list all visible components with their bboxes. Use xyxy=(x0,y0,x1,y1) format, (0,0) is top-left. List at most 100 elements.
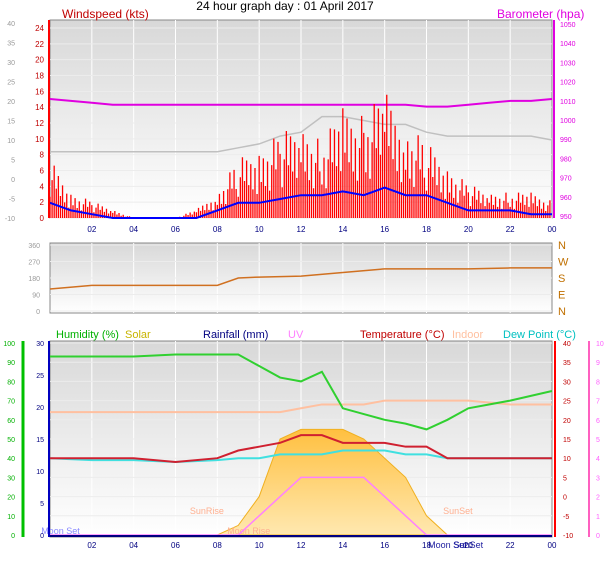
baro-tick: 1050 xyxy=(560,22,576,29)
uv-tick: 8 xyxy=(596,379,600,386)
rain-tick: 5 xyxy=(40,501,44,508)
wind-x-tick: 04 xyxy=(129,225,138,234)
humidity-tick: 40 xyxy=(7,456,15,463)
dir-left-tick: 180 xyxy=(28,276,40,283)
humidity-tick: 90 xyxy=(7,360,15,367)
wind-left-tick: 2 xyxy=(40,198,45,207)
wind-outer-tick: 25 xyxy=(7,80,15,87)
multi-ticks: 1009080706050403020100302520151050403530… xyxy=(3,341,604,550)
multi-x-tick: 16 xyxy=(380,541,389,550)
wind-left-tick: 12 xyxy=(35,119,44,128)
humidity-tick: 60 xyxy=(7,418,15,425)
multi-legend-label: Indoor xyxy=(452,329,484,341)
dir-left-tick: 90 xyxy=(32,293,40,300)
multi-x-tick: 02 xyxy=(87,541,96,550)
dir-right-tick: N xyxy=(558,306,566,318)
humidity-tick: 30 xyxy=(7,475,15,482)
sun-moon-annotation: Moon Set xyxy=(41,526,80,536)
wind-outer-tick: 35 xyxy=(7,41,15,48)
direction-grid xyxy=(50,243,552,313)
wind-x-tick: 02 xyxy=(87,225,96,234)
multi-legend-label: Temperature (°C) xyxy=(360,329,444,341)
uv-tick: 10 xyxy=(596,341,604,348)
wind-ticks: 2422201816141210864204035302520151050-5-… xyxy=(5,20,576,234)
wind-left-tick: 16 xyxy=(35,87,44,96)
wind-left-tick: 8 xyxy=(40,151,45,160)
temperature-tick: 35 xyxy=(563,360,571,367)
humidity-tick: 20 xyxy=(7,495,15,502)
temperature-tick: 30 xyxy=(563,379,571,386)
uv-tick: 9 xyxy=(596,360,600,367)
baro-tick: 980 xyxy=(560,156,572,163)
baro-tick: 950 xyxy=(560,214,572,221)
multi-legend-label: Humidity (%) xyxy=(56,329,119,341)
dir-right-tick: W xyxy=(558,257,569,269)
dir-right-tick: E xyxy=(558,290,565,302)
wind-outer-tick: 5 xyxy=(11,158,15,165)
rain-tick: 20 xyxy=(36,405,44,412)
temperature-tick: 0 xyxy=(563,495,567,502)
baro-tick: 990 xyxy=(560,137,572,144)
sun-moon-annotation: SunSet xyxy=(443,506,473,516)
uv-tick: 3 xyxy=(596,475,600,482)
humidity-tick: 10 xyxy=(7,514,15,521)
temperature-tick: 25 xyxy=(563,399,571,406)
rain-tick: 0 xyxy=(40,533,44,540)
indoor-temperature-line xyxy=(50,399,552,414)
temperature-tick: 40 xyxy=(563,341,571,348)
sun-moon-annotation: SunRise xyxy=(190,506,224,516)
multi-legend-label: UV xyxy=(288,329,304,341)
wind-outer-tick: 20 xyxy=(7,99,15,106)
baro-tick: 1000 xyxy=(560,118,576,125)
dir-right-tick: S xyxy=(558,273,565,285)
rain-tick: 15 xyxy=(36,437,44,444)
uv-tick: 2 xyxy=(596,495,600,502)
wind-left-tick: 10 xyxy=(35,135,44,144)
wind-x-tick: 16 xyxy=(380,225,389,234)
barometer-label: Barometer (hpa) xyxy=(497,7,584,21)
wind-outer-tick: 10 xyxy=(7,138,15,145)
temperature-line xyxy=(50,434,552,464)
multi-legend-label: Rainfall (mm) xyxy=(203,329,268,341)
rain-tick: 25 xyxy=(36,373,44,380)
direction-series xyxy=(49,267,552,290)
humidity-tick: 70 xyxy=(7,399,15,406)
wind-left-tick: 24 xyxy=(35,24,44,33)
dir-left-tick: 0 xyxy=(36,309,40,316)
multi-legend-label: Dew Point (°C) xyxy=(503,329,576,341)
barometer-line xyxy=(49,97,553,108)
humidity-line xyxy=(50,353,553,431)
sun-moon-annotation: SunSet xyxy=(454,540,484,550)
multi-x-tick: 04 xyxy=(129,541,138,550)
sun-moon-annotation: Moon Set xyxy=(428,540,467,550)
uv-tick: 0 xyxy=(596,533,600,540)
wind-x-tick: 10 xyxy=(255,225,264,234)
temperature-tick: 15 xyxy=(563,437,571,444)
multi-x-tick: 12 xyxy=(297,541,306,550)
multi-x-tick: 22 xyxy=(506,541,515,550)
wind-direction-line xyxy=(49,267,552,290)
uv-tick: 6 xyxy=(596,418,600,425)
humidity-tick: 50 xyxy=(7,437,15,444)
wind-left-tick: 18 xyxy=(35,72,44,81)
multi-x-tick: 20 xyxy=(464,541,473,550)
baro-tick: 1040 xyxy=(560,41,576,48)
baro-tick: 1030 xyxy=(560,60,576,67)
multi-x-tick: 00 xyxy=(548,541,557,550)
baro-tick: 1020 xyxy=(560,80,576,87)
wind-outer-tick: 40 xyxy=(7,21,15,28)
wind-outer-tick: 15 xyxy=(7,119,15,126)
wind-outer-tick: 0 xyxy=(11,177,15,184)
wind-x-tick: 08 xyxy=(213,225,222,234)
wind-left-tick: 6 xyxy=(40,167,45,176)
temperature-tick: 20 xyxy=(563,418,571,425)
wind-outer-tick: -5 xyxy=(9,197,15,204)
uv-tick: 1 xyxy=(596,514,600,521)
multi-x-tick: 14 xyxy=(338,541,347,550)
uv-tick: 7 xyxy=(596,399,600,406)
sun-moon-annotation: Moon Rise xyxy=(227,526,270,536)
wind-x-tick: 14 xyxy=(338,225,347,234)
